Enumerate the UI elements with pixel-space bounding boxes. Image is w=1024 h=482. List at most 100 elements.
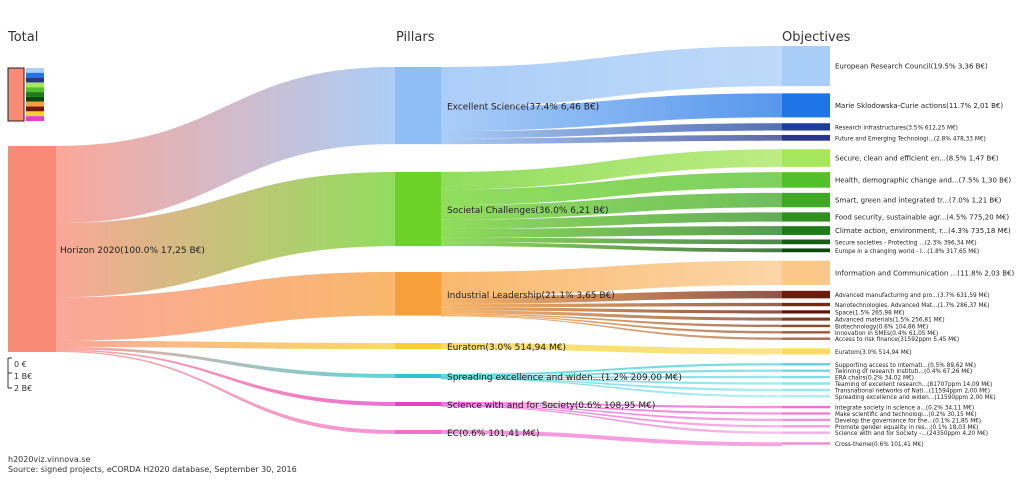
- node-make-scientific-and-technologi-0-2-30-15[interactable]: [782, 412, 830, 415]
- link-cross-theme-0-6-101-41-m[interactable]: [441, 430, 782, 447]
- node-twinning-of-research-instituti-0-4-67-26[interactable]: [782, 369, 830, 372]
- label-secure-societies-protecting-2-3-396-34-m: Secure societies - Protecting ...(2.3% 3…: [835, 240, 977, 246]
- link-secure-societies-protecting-2-3-396-34-m[interactable]: [441, 237, 782, 245]
- link-teaming-of-excellent-research-81707ppm-1[interactable]: [441, 377, 782, 385]
- node-marie-sklodowska-curie-actions-11-7-2-01[interactable]: [782, 93, 830, 118]
- label-advanced-manufacturing-and-pro-3-7-631-5: Advanced manufacturing and pro...(3.7% 6…: [835, 293, 990, 299]
- label-food-security-sustainable-agr-4-5-775-20: Food security, sustainable agr...(4.5% 7…: [835, 213, 1009, 221]
- link-euratom-3-0-514-94-m[interactable]: [441, 343, 782, 355]
- node-biotechnology-0-6-104-86-m[interactable]: [782, 324, 830, 328]
- link-promote-gender-equality-in-res-0-1-18-03[interactable]: [441, 405, 782, 428]
- label-access-to-risk-finance-31592ppm-5-45-m: Access to risk finance(31592ppm 5,45 M€): [835, 337, 959, 343]
- link-advanced-manufacturing-and-pro-3-7-631-5[interactable]: [441, 290, 782, 304]
- node-develop-the-governance-for-the-0-1-21-85[interactable]: [782, 418, 830, 422]
- link-nanotechnologies-advanced-mat-1-7-286-37[interactable]: [441, 302, 782, 308]
- link-research-infrastructures-3-5-612-25-m[interactable]: [441, 123, 782, 139]
- link-make-scientific-and-technologi-0-2-30-15[interactable]: [441, 403, 782, 415]
- link-space-1-5-265-98-m[interactable]: [441, 307, 782, 314]
- node-secure-societies-protecting-2-3-396-34-m[interactable]: [782, 239, 830, 245]
- link-advanced-materials-1-5-256-81-m[interactable]: [441, 310, 782, 321]
- label-cross-theme-0-6-101-41-m: Cross-theme(0.6% 101,41 M€): [835, 442, 924, 448]
- link-access-to-risk-finance-31592ppm-5-45-m[interactable]: [441, 315, 782, 340]
- node-industrial-leadership-21-1-3-65-b[interactable]: [395, 272, 441, 316]
- link-climate-action-environment-r-4-3-735-18-[interactable]: [441, 226, 782, 238]
- scale-tick-0: 0 €: [14, 360, 27, 369]
- link-food-security-sustainable-agr-4-5-775-20[interactable]: [441, 212, 782, 229]
- link-era-chairs-0-2-34-02-m[interactable]: [441, 375, 782, 379]
- node-science-with-and-for-society-0-6-108-95-[interactable]: [395, 402, 441, 406]
- link-transnational-networks-of-nati-11594ppm-[interactable]: [441, 377, 782, 392]
- label-innovation-in-smes-0-4-61-05-m: Innovation in SMEs(0.4% 61,05 M€): [835, 331, 938, 337]
- link-integrate-society-in-science-a-0-2-34-11[interactable]: [441, 402, 782, 409]
- node-science-with-and-for-society-24350ppm-4-[interactable]: [782, 431, 830, 434]
- overview-viewport[interactable]: [7, 67, 25, 122]
- node-access-to-risk-finance-31592ppm-5-45-m[interactable]: [782, 337, 830, 340]
- node-climate-action-environment-r-4-3-735-18-[interactable]: [782, 226, 830, 235]
- node-cross-theme-0-6-101-41-m[interactable]: [782, 442, 830, 445]
- link-future-and-emerging-technologi-2-8-478-3[interactable]: [441, 134, 782, 145]
- node-integrate-society-in-science-a-0-2-34-11[interactable]: [782, 405, 830, 409]
- link-root-euratom-3-0-514-94-m[interactable]: [56, 340, 395, 350]
- node-ec-0-6-101-41-m[interactable]: [395, 430, 441, 434]
- link-supporting-access-to-internati-0-5-89-62[interactable]: [441, 363, 782, 376]
- node-horizon-2020[interactable]: [8, 146, 56, 352]
- node-era-chairs-0-2-34-02-m[interactable]: [782, 375, 830, 379]
- node-smart-green-and-integrated-tr-7-0-1-21-b[interactable]: [782, 192, 830, 208]
- link-marie-sklodowska-curie-actions-11-7-2-01[interactable]: [441, 93, 782, 132]
- link-root-industrial-leadership-21-1-3-65-b[interactable]: [56, 272, 395, 341]
- label-smart-green-and-integrated-tr-7-0-1-21-b: Smart, green and integrated tr...(7.0% 1…: [835, 197, 1002, 205]
- objectives-header: Objectives: [782, 30, 851, 45]
- link-root-excellent-science-37-4-6-46-b[interactable]: [56, 67, 395, 224]
- link-smart-green-and-integrated-tr-7-0-1-21-b[interactable]: [441, 192, 782, 220]
- link-root-societal-challenges-36-0-6-21-b[interactable]: [56, 172, 395, 298]
- node-excellent-science-37-4-6-46-b[interactable]: [395, 67, 441, 145]
- node-euratom-3-0-514-94-m[interactable]: [782, 348, 830, 355]
- link-innovation-in-smes-0-4-61-05-m[interactable]: [441, 314, 782, 334]
- link-root-ec-0-6-101-41-m[interactable]: [56, 350, 395, 434]
- node-spreading-excellence-and-widen-1-2-209-0[interactable]: [395, 374, 441, 378]
- overview-band: [26, 77, 44, 83]
- link-europe-in-a-changing-world-i-1-8-317-65-[interactable]: [441, 242, 782, 253]
- node-european-research-council-19-5-3-36-b[interactable]: [782, 46, 830, 87]
- overview-band: [26, 111, 44, 117]
- link-spreading-excellence-and-widen-11590ppm-[interactable]: [441, 377, 782, 398]
- label-euratom-3-0-514-94-m: Euratom(3.0% 514,94 M€): [835, 350, 912, 356]
- total-header: Total: [7, 30, 38, 45]
- link-information-and-communication-11-8-2-03-[interactable]: [441, 260, 782, 297]
- scale-legend: 0 € 1 B€ 2 B€: [7, 357, 32, 393]
- node-food-security-sustainable-agr-4-5-775-20[interactable]: [782, 212, 830, 222]
- link-develop-the-governance-for-the-0-1-21-85[interactable]: [441, 404, 782, 422]
- node-promote-gender-equality-in-res-0-1-18-03[interactable]: [782, 425, 830, 428]
- node-advanced-manufacturing-and-pro-3-7-631-5[interactable]: [782, 290, 830, 299]
- node-nanotechnologies-advanced-mat-1-7-286-37[interactable]: [782, 302, 830, 307]
- node-secure-clean-and-efficient-en-8-5-1-47-b[interactable]: [782, 149, 830, 167]
- label-space-1-5-265-98-m: Space(1.5% 265,98 M€): [835, 310, 905, 316]
- node-health-demographic-change-and-7-5-1-30-b[interactable]: [782, 172, 830, 188]
- label-spreading-excellence-and-widen-11590ppm-: Spreading excellence and widen...(11590p…: [835, 395, 996, 401]
- node-europe-in-a-changing-world-i-1-8-317-65-[interactable]: [782, 248, 830, 253]
- labels: Horizon 2020(100.0% 17,25 B€) Excellent S…: [60, 63, 1014, 448]
- link-biotechnology-0-6-104-86-m[interactable]: [441, 313, 782, 328]
- node-supporting-access-to-internati-0-5-89-62[interactable]: [782, 363, 830, 366]
- node-advanced-materials-1-5-256-81-m[interactable]: [782, 317, 830, 321]
- label-teaming-of-excellent-research-81707ppm-1: Teaming of excellent research...(81707pp…: [834, 382, 992, 388]
- node-spreading-excellence-and-widen-11590ppm-[interactable]: [782, 395, 830, 398]
- node-transnational-networks-of-nati-11594ppm-[interactable]: [782, 388, 830, 392]
- node-teaming-of-excellent-research-81707ppm-1[interactable]: [782, 382, 830, 385]
- label-european-research-council-19-5-3-36-b: European Research Council(19.5% 3,36 B€): [835, 63, 988, 71]
- node-future-and-emerging-technologi-2-8-478-3[interactable]: [782, 134, 830, 141]
- link-twinning-of-research-instituti-0-4-67-26[interactable]: [441, 369, 782, 378]
- link-root-science-with-and-for-society-0-6-108-95-[interactable]: [56, 349, 395, 406]
- node-societal-challenges-36-0-6-21-b[interactable]: [395, 172, 441, 247]
- link-health-demographic-change-and-7-5-1-30-b[interactable]: [441, 172, 782, 206]
- link-science-with-and-for-society-24350ppm-4-[interactable]: [441, 405, 782, 434]
- node-research-infrastructures-3-5-612-25-m[interactable]: [782, 123, 830, 131]
- node-euratom-3-0-514-94-m[interactable]: [395, 343, 441, 350]
- node-space-1-5-265-98-m[interactable]: [782, 310, 830, 314]
- node-innovation-in-smes-0-4-61-05-m[interactable]: [782, 331, 830, 334]
- overview-band: [26, 72, 44, 78]
- link-european-research-council-19-5-3-36-b[interactable]: [441, 46, 782, 108]
- node-information-and-communication-11-8-2-03-[interactable]: [782, 260, 830, 285]
- link-secure-clean-and-efficient-en-8-5-1-47-b[interactable]: [441, 149, 782, 190]
- link-root-spreading-excellence-and-widen-1-2-209-0[interactable]: [56, 347, 395, 378]
